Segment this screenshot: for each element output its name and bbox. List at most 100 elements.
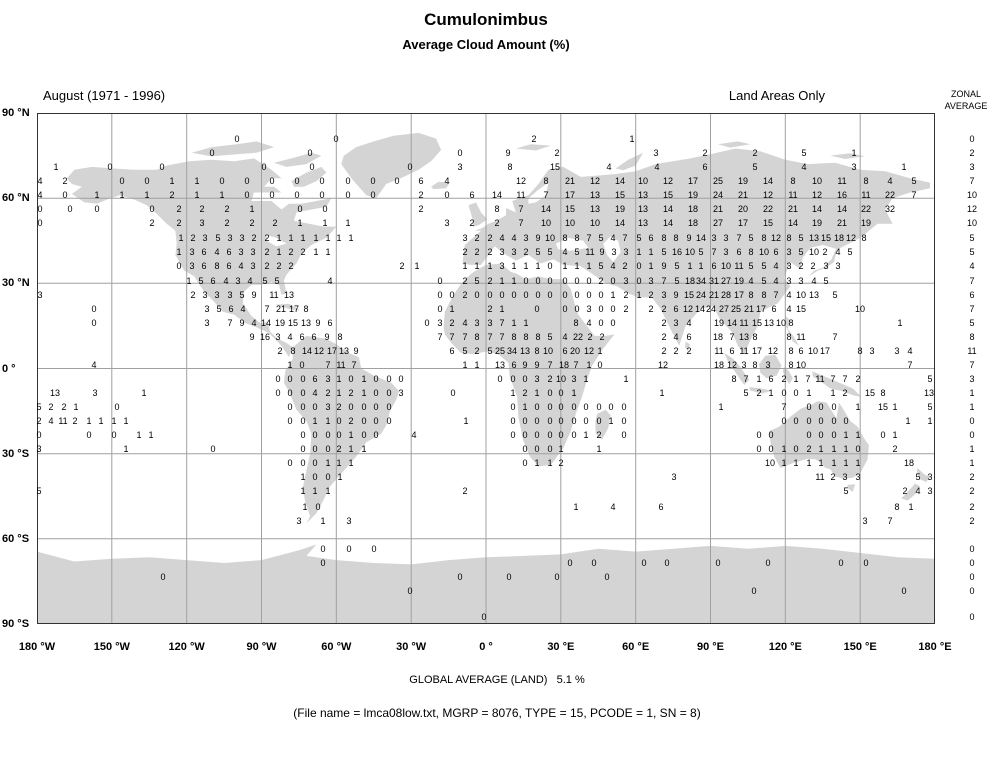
cell-value: 0 [880, 430, 886, 440]
cell-value: 4 [312, 388, 318, 398]
cell-value: 1 [793, 374, 799, 384]
cell-value: 9 [534, 360, 540, 370]
cell-value: 15 [287, 318, 299, 328]
cell-value: 1 [336, 233, 342, 243]
cell-value: 12 [662, 176, 674, 186]
cell-value: 15 [751, 318, 763, 328]
cell-value: 0 [160, 572, 166, 582]
cell-value: 2 [300, 247, 306, 257]
zonal-average-value: 2 [969, 472, 975, 482]
cell-value: 3 [611, 247, 617, 257]
cell-value: 1 [908, 502, 914, 512]
cell-value: 3 [214, 290, 220, 300]
cell-value: 6 [562, 346, 568, 356]
cell-value: 21 [787, 204, 799, 214]
cell-value: 7 [462, 332, 468, 342]
cell-value: 0 [534, 416, 540, 426]
cell-value: 0 [901, 586, 907, 596]
cell-value: 0 [562, 276, 568, 286]
cell-value: 17 [819, 346, 831, 356]
cell-value: 0 [608, 402, 614, 412]
cell-value: 2 [902, 486, 908, 496]
cell-value: 8 [761, 233, 767, 243]
cell-value: 14 [301, 346, 313, 356]
global-average-footer: GLOBAL AVERAGE (LAND) 5.1 % [0, 674, 994, 686]
cell-value: 1 [927, 416, 933, 426]
cell-value: 1 [348, 444, 354, 454]
cell-value: 0 [457, 148, 463, 158]
latitude-tick-label: 90 °N [2, 107, 30, 119]
cell-value: 11 [815, 472, 825, 482]
cell-value: 0 [300, 430, 306, 440]
cell-value: 0 [348, 402, 354, 412]
cell-value: 0 [361, 416, 367, 426]
cell-value: 7 [781, 402, 787, 412]
cell-value: 13 [519, 346, 531, 356]
cell-value: 3 [534, 374, 540, 384]
cell-value: 0 [450, 388, 456, 398]
cell-value: 1 [818, 458, 824, 468]
cell-value: 11 [336, 360, 346, 370]
cell-value: 0 [547, 402, 553, 412]
cell-value: 1 [756, 374, 762, 384]
cell-value: 2 [474, 233, 480, 243]
cell-value: 2 [623, 290, 629, 300]
cell-value: 6 [686, 332, 692, 342]
cell-value: 19 [737, 176, 749, 186]
cell-value: 2 [224, 204, 230, 214]
cell-value: 0 [386, 402, 392, 412]
cell-value: 13 [808, 233, 820, 243]
cell-value: 0 [768, 444, 774, 454]
cell-value: 8 [786, 233, 792, 243]
cell-value: 21 [712, 204, 724, 214]
cell-value: 2 [623, 304, 629, 314]
cell-value: 2 [494, 218, 500, 228]
cell-value: 3 [765, 360, 771, 370]
cell-value: 6 [210, 276, 216, 286]
cell-value: 3 [835, 261, 841, 271]
cell-value: 7 [264, 304, 270, 314]
cell-value: 7 [518, 204, 524, 214]
cell-value: 2 [336, 444, 342, 454]
cell-value: 0 [386, 416, 392, 426]
page-subtitle: Average Cloud Amount (%) [402, 37, 570, 52]
cell-value: 2 [781, 374, 787, 384]
cell-value: 3 [586, 304, 592, 314]
cell-value: 0 [831, 402, 837, 412]
cell-value: 4 [610, 261, 616, 271]
cell-value: 9 [315, 318, 321, 328]
cell-value: 19 [811, 218, 823, 228]
cell-value: 1 [510, 388, 516, 398]
page-title: Cumulonimbus [424, 10, 548, 29]
cell-value: 0 [269, 176, 275, 186]
cell-value: 0 [309, 162, 315, 172]
cell-value: 0 [664, 558, 670, 568]
cell-value: 10 [764, 458, 776, 468]
cell-value: 0 [522, 430, 528, 440]
cell-value: 2 [462, 290, 468, 300]
cell-value: 1 [111, 416, 117, 426]
cell-value: 5 [598, 261, 604, 271]
cell-value: 9 [324, 332, 330, 342]
cell-value: 6 [418, 176, 424, 186]
cell-value: 0 [219, 176, 225, 186]
cell-value: 5 [761, 276, 767, 286]
cell-value: 1 [806, 388, 812, 398]
latitude-tick-label: 30 °N [2, 277, 30, 290]
zonal-header-line1: ZONAL [950, 89, 981, 99]
cell-value: 3 [741, 360, 747, 370]
cell-value: 6 [327, 318, 333, 328]
cell-value: 1 [610, 290, 616, 300]
cell-value: 0 [818, 402, 824, 412]
cell-value: 19 [713, 318, 725, 328]
cell-value: 12 [589, 176, 601, 186]
cell-value: 15 [564, 204, 576, 214]
cell-value: 8 [474, 332, 480, 342]
cell-value: 2 [554, 148, 560, 158]
cell-value: 4 [673, 332, 679, 342]
zonal-average-value: 2 [969, 486, 975, 496]
cell-value: 0 [636, 261, 642, 271]
cell-value: 15 [877, 402, 889, 412]
cell-value: 6 [711, 261, 717, 271]
cell-value: 7 [842, 374, 848, 384]
